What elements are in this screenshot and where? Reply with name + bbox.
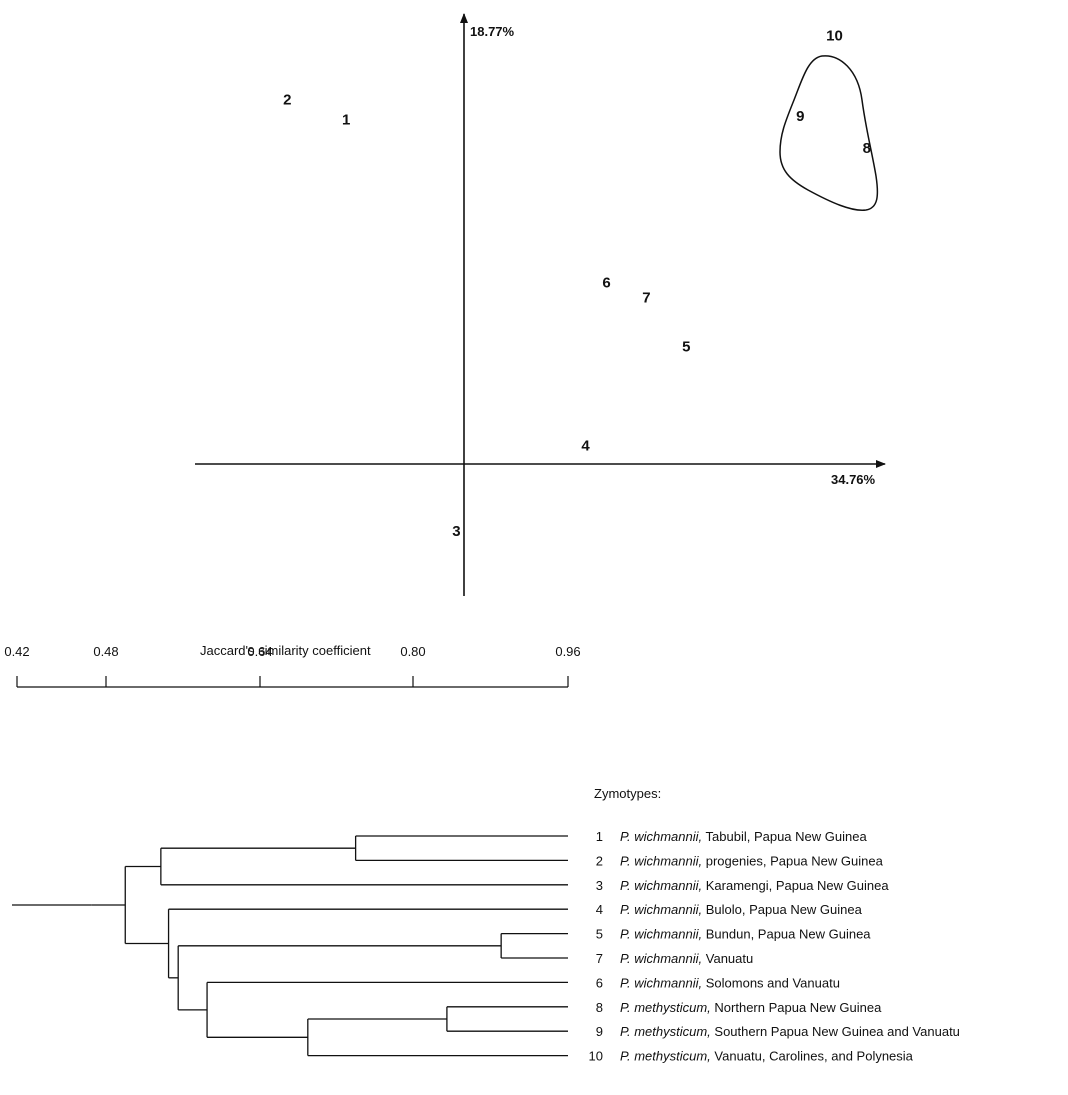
- scale-tick-label: 0.96: [555, 644, 580, 659]
- legend-locality: Tabubil, Papua New Guinea: [702, 829, 867, 844]
- legend-locality: Bundun, Papua New Guinea: [702, 927, 871, 942]
- scatter-points: 1 2 3 4 5 6 7 8 9 10: [283, 28, 871, 541]
- legend-species: P. wichmannii,: [620, 853, 702, 868]
- legend-entry: P. wichmannii, Bundun, Papua New Guinea: [620, 927, 871, 942]
- point-label-5: 5: [682, 338, 690, 355]
- legend-entry: P. methysticum, Vanuatu, Carolines, and …: [620, 1049, 914, 1064]
- legend-entry: P. wichmannii, progenies, Papua New Guin…: [620, 853, 884, 868]
- point-label-6: 6: [602, 275, 610, 292]
- legend-locality: Bulolo, Papua New Guinea: [702, 902, 862, 917]
- legend-entry: P. wichmannii, Solomons and Vanuatu: [620, 975, 840, 990]
- legend-number: 1: [596, 829, 603, 844]
- legend-species: P. wichmannii,: [620, 951, 702, 966]
- legend-entry: P. methysticum, Northern Papua New Guine…: [620, 1000, 882, 1015]
- legend-locality: Vanuatu, Carolines, and Polynesia: [711, 1049, 914, 1064]
- legend-title: Zymotypes:: [594, 786, 661, 801]
- legend-entry: P. methysticum, Southern Papua New Guine…: [620, 1024, 960, 1039]
- scale-title: Jaccard's similarity coefficient: [200, 643, 371, 658]
- zymotype-legend: Zymotypes: 1 P. wichmannii, Tabubil, Papu…: [589, 786, 960, 1064]
- point-label-3: 3: [452, 523, 460, 540]
- legend-entry: P. wichmannii, Vanuatu: [620, 951, 753, 966]
- legend-locality: Northern Papua New Guinea: [711, 1000, 882, 1015]
- scale-ticks: 0.42 0.48 0.64 0.80 0.96: [4, 644, 581, 687]
- legend-species: P. methysticum,: [620, 1000, 711, 1015]
- legend-number: 5: [596, 927, 603, 942]
- point-label-4: 4: [581, 438, 590, 455]
- legend-number: 9: [596, 1024, 603, 1039]
- point-label-2: 2: [283, 91, 291, 108]
- legend-species: P. methysticum,: [620, 1049, 711, 1064]
- legend-number: 3: [596, 878, 603, 893]
- scale-tick-label: 0.80: [400, 644, 425, 659]
- legend-number: 7: [596, 951, 603, 966]
- legend-locality: Southern Papua New Guinea and Vanuatu: [711, 1024, 960, 1039]
- legend-species: P. wichmannii,: [620, 902, 702, 917]
- legend-species: P. methysticum,: [620, 1024, 711, 1039]
- legend-entry: P. wichmannii, Karamengi, Papua New Guin…: [620, 878, 889, 893]
- legend-species: P. wichmannii,: [620, 829, 702, 844]
- legend-number: 8: [596, 1000, 603, 1015]
- point-label-9: 9: [796, 108, 804, 125]
- similarity-scale: Jaccard's similarity coefficient 0.42 0.4…: [4, 643, 581, 688]
- legend-rows: 1 P. wichmannii, Tabubil, Papua New Guine…: [589, 829, 960, 1064]
- legend-number: 4: [596, 902, 603, 917]
- legend-species: P. wichmannii,: [620, 927, 702, 942]
- legend-locality: Vanuatu: [702, 951, 753, 966]
- scale-tick-label: 0.42: [4, 644, 29, 659]
- scale-tick-label: 0.64: [247, 644, 272, 659]
- point-label-8: 8: [863, 140, 871, 157]
- legend-number: 10: [589, 1049, 603, 1064]
- legend-number: 6: [596, 975, 603, 990]
- point-label-1: 1: [342, 112, 350, 129]
- legend-species: P. wichmannii,: [620, 878, 702, 893]
- cluster-enclosure: [779, 55, 879, 211]
- scale-tick-label: 0.48: [93, 644, 118, 659]
- ordination-plot: 34.76% 18.77% 1 2 3 4 5 6 7 8 9 10: [195, 13, 886, 596]
- legend-entry: P. wichmannii, Tabubil, Papua New Guinea: [620, 829, 867, 844]
- legend-locality: Solomons and Vanuatu: [702, 975, 840, 990]
- legend-locality: progenies, Papua New Guinea: [702, 853, 883, 868]
- point-label-7: 7: [642, 290, 650, 307]
- legend-entry: P. wichmannii, Bulolo, Papua New Guinea: [620, 902, 863, 917]
- legend-species: P. wichmannii,: [620, 975, 702, 990]
- dendrogram: [12, 835, 568, 1057]
- y-axis-label: 18.77%: [470, 24, 515, 39]
- legend-locality: Karamengi, Papua New Guinea: [702, 878, 889, 893]
- legend-number: 2: [596, 853, 603, 868]
- point-label-10: 10: [826, 28, 843, 45]
- x-axis-label: 34.76%: [831, 472, 876, 487]
